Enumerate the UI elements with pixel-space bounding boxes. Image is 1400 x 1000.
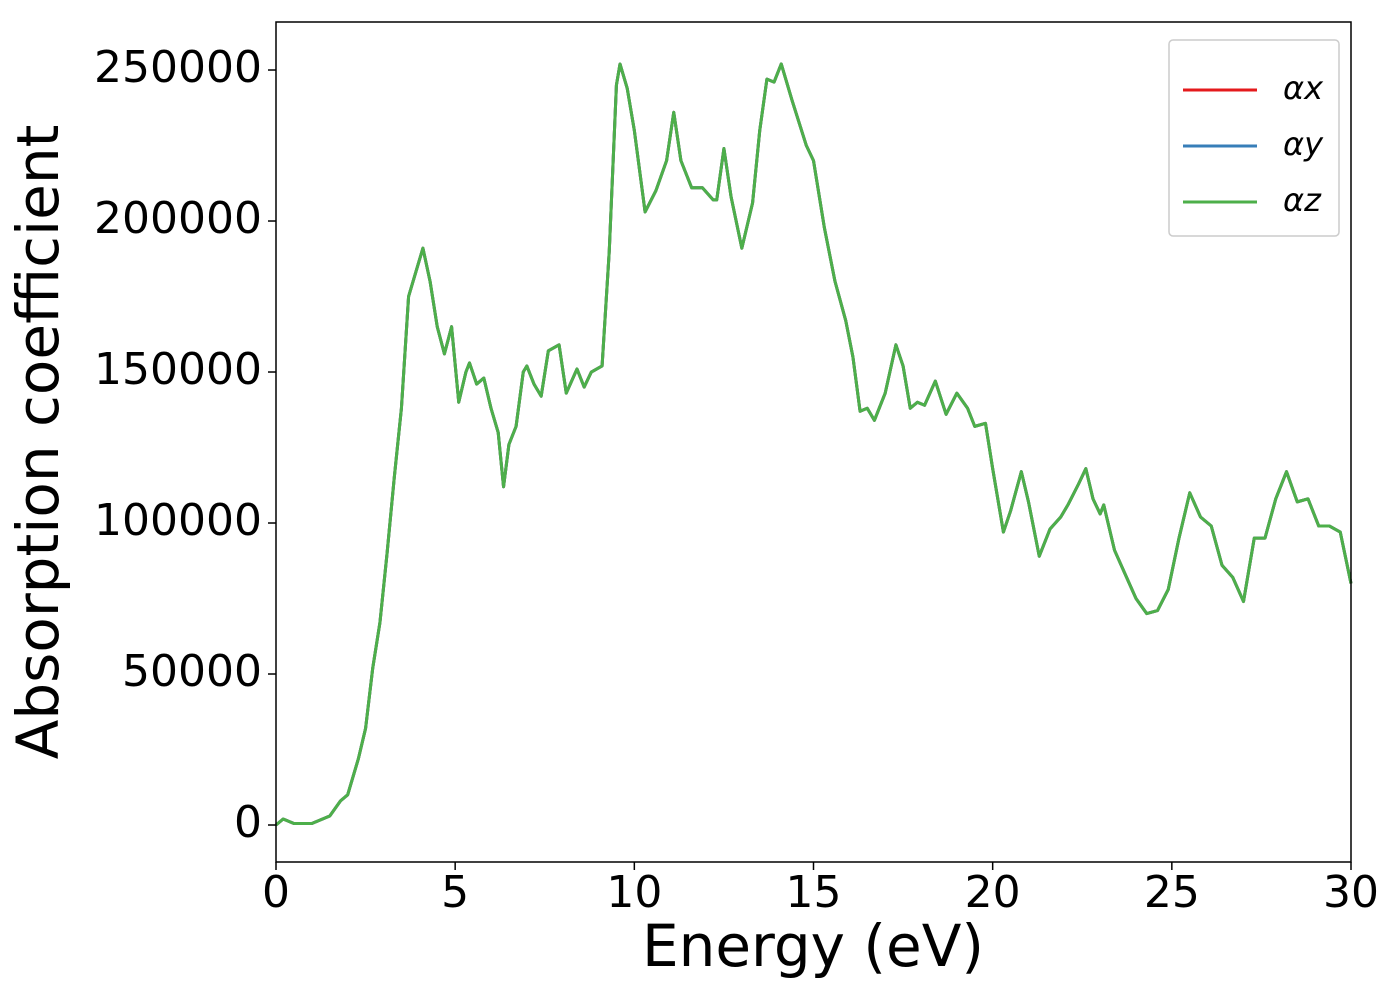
x-tick-label: 0: [262, 867, 290, 918]
x-tick-label: 10: [606, 867, 662, 918]
y-tick-label: 150000: [94, 344, 262, 395]
legend-label: αx: [1283, 69, 1324, 107]
y-tick-label: 50000: [122, 646, 262, 697]
y-tick-label: 100000: [94, 495, 262, 546]
legend-label: αz: [1283, 181, 1322, 219]
x-axis-label: Energy (eV): [642, 912, 984, 980]
y-tick-label: 250000: [94, 42, 262, 93]
y-tick-label: 0: [234, 797, 262, 848]
x-tick-label: 15: [786, 867, 842, 918]
legend-label: αy: [1283, 125, 1324, 163]
y-tick-label: 200000: [94, 193, 262, 244]
y-axis-label: Absorption coefficient: [4, 125, 72, 760]
plot-frame: [275, 21, 1352, 863]
x-tick-label: 30: [1323, 867, 1379, 918]
x-tick-label: 20: [965, 867, 1021, 918]
line: [275, 62, 1353, 827]
x-tick-label: 5: [441, 867, 469, 918]
x-tick-label: 25: [1144, 867, 1200, 918]
